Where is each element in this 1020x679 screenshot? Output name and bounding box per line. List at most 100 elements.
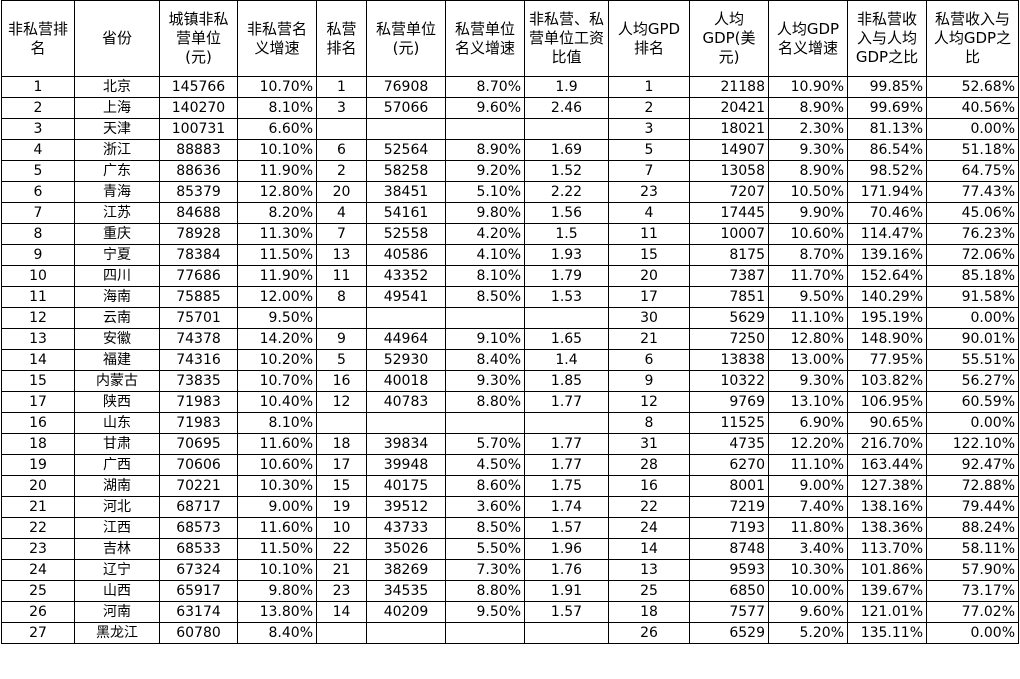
cell-wage-ratio[interactable]: 1.57 bbox=[524, 517, 609, 539]
cell-nonprivate-gdp-ratio[interactable]: 148.90% bbox=[847, 328, 927, 350]
cell-gdp-per-capita[interactable]: 7387 bbox=[689, 265, 769, 287]
cell-rank-private[interactable]: 8 bbox=[316, 286, 367, 308]
cell-nonprivate-wage[interactable]: 77686 bbox=[159, 265, 238, 287]
cell-gdp-growth[interactable]: 7.40% bbox=[768, 496, 848, 518]
cell-gdp-per-capita[interactable]: 9593 bbox=[689, 559, 769, 581]
cell-private-wage[interactable]: 49541 bbox=[366, 286, 446, 308]
cell-gdp-per-capita[interactable]: 7577 bbox=[689, 601, 769, 623]
cell-gdp-growth[interactable]: 11.10% bbox=[768, 307, 848, 329]
cell-gdp-per-capita[interactable]: 4735 bbox=[689, 433, 769, 455]
cell-wage-ratio[interactable] bbox=[524, 412, 609, 434]
cell-nonprivate-wage[interactable]: 63174 bbox=[159, 601, 238, 623]
cell-rank-private[interactable] bbox=[316, 307, 367, 329]
cell-private-gdp-ratio[interactable]: 0.00% bbox=[926, 307, 1019, 329]
cell-gdp-growth[interactable]: 10.60% bbox=[768, 223, 848, 245]
cell-rank-private[interactable]: 19 bbox=[316, 496, 367, 518]
cell-rank-nonprivate[interactable]: 9 bbox=[1, 244, 75, 266]
cell-gdp-rank[interactable]: 5 bbox=[608, 139, 690, 161]
cell-gdp-growth[interactable]: 11.70% bbox=[768, 265, 848, 287]
cell-rank-private[interactable] bbox=[316, 118, 367, 140]
cell-nonprivate-growth[interactable]: 8.40% bbox=[237, 622, 317, 644]
cell-gdp-growth[interactable]: 13.10% bbox=[768, 391, 848, 413]
cell-private-growth[interactable]: 8.90% bbox=[445, 139, 525, 161]
cell-province[interactable]: 青海 bbox=[74, 181, 160, 203]
cell-nonprivate-wage[interactable]: 68717 bbox=[159, 496, 238, 518]
cell-province[interactable]: 浙江 bbox=[74, 139, 160, 161]
cell-nonprivate-growth[interactable]: 11.50% bbox=[237, 538, 317, 560]
cell-private-wage[interactable]: 39834 bbox=[366, 433, 446, 455]
cell-private-growth[interactable]: 8.50% bbox=[445, 286, 525, 308]
cell-private-growth[interactable]: 4.50% bbox=[445, 454, 525, 476]
cell-private-wage[interactable]: 34535 bbox=[366, 580, 446, 602]
cell-gdp-rank[interactable]: 9 bbox=[608, 370, 690, 392]
cell-private-gdp-ratio[interactable]: 51.18% bbox=[926, 139, 1019, 161]
cell-wage-ratio[interactable]: 1.96 bbox=[524, 538, 609, 560]
cell-gdp-growth[interactable]: 13.00% bbox=[768, 349, 848, 371]
column-header-province[interactable]: 省份 bbox=[74, 0, 160, 77]
cell-private-gdp-ratio[interactable]: 88.24% bbox=[926, 517, 1019, 539]
cell-private-gdp-ratio[interactable]: 57.90% bbox=[926, 559, 1019, 581]
cell-gdp-per-capita[interactable]: 10322 bbox=[689, 370, 769, 392]
cell-rank-nonprivate[interactable]: 24 bbox=[1, 559, 75, 581]
cell-nonprivate-gdp-ratio[interactable]: 152.64% bbox=[847, 265, 927, 287]
cell-nonprivate-gdp-ratio[interactable]: 135.11% bbox=[847, 622, 927, 644]
cell-nonprivate-growth[interactable]: 10.70% bbox=[237, 76, 317, 98]
cell-wage-ratio[interactable]: 1.75 bbox=[524, 475, 609, 497]
cell-private-gdp-ratio[interactable]: 72.88% bbox=[926, 475, 1019, 497]
cell-gdp-rank[interactable]: 25 bbox=[608, 580, 690, 602]
cell-nonprivate-growth[interactable]: 6.60% bbox=[237, 118, 317, 140]
cell-gdp-rank[interactable]: 30 bbox=[608, 307, 690, 329]
cell-wage-ratio[interactable]: 1.5 bbox=[524, 223, 609, 245]
cell-province[interactable]: 宁夏 bbox=[74, 244, 160, 266]
cell-nonprivate-gdp-ratio[interactable]: 216.70% bbox=[847, 433, 927, 455]
column-header-nonprivate-growth[interactable]: 非私营名义增速 bbox=[237, 0, 317, 77]
cell-rank-private[interactable]: 13 bbox=[316, 244, 367, 266]
cell-wage-ratio[interactable]: 1.76 bbox=[524, 559, 609, 581]
cell-nonprivate-growth[interactable]: 12.00% bbox=[237, 286, 317, 308]
cell-nonprivate-wage[interactable]: 84688 bbox=[159, 202, 238, 224]
cell-private-gdp-ratio[interactable]: 77.02% bbox=[926, 601, 1019, 623]
cell-private-gdp-ratio[interactable]: 85.18% bbox=[926, 265, 1019, 287]
column-header-gdp-per-capita[interactable]: 人均GDP(美元) bbox=[689, 0, 769, 77]
cell-wage-ratio[interactable]: 1.52 bbox=[524, 160, 609, 182]
cell-private-gdp-ratio[interactable]: 0.00% bbox=[926, 622, 1019, 644]
cell-rank-nonprivate[interactable]: 8 bbox=[1, 223, 75, 245]
cell-nonprivate-gdp-ratio[interactable]: 99.85% bbox=[847, 76, 927, 98]
cell-nonprivate-gdp-ratio[interactable]: 138.36% bbox=[847, 517, 927, 539]
cell-private-growth[interactable]: 9.10% bbox=[445, 328, 525, 350]
cell-private-wage[interactable]: 52564 bbox=[366, 139, 446, 161]
cell-private-growth[interactable] bbox=[445, 118, 525, 140]
column-header-gdp-growth[interactable]: 人均GDP名义增速 bbox=[768, 0, 848, 77]
cell-nonprivate-gdp-ratio[interactable]: 138.16% bbox=[847, 496, 927, 518]
cell-gdp-rank[interactable]: 21 bbox=[608, 328, 690, 350]
cell-nonprivate-growth[interactable]: 8.10% bbox=[237, 412, 317, 434]
cell-nonprivate-growth[interactable]: 13.80% bbox=[237, 601, 317, 623]
cell-gdp-rank[interactable]: 13 bbox=[608, 559, 690, 581]
cell-gdp-growth[interactable]: 10.90% bbox=[768, 76, 848, 98]
cell-province[interactable]: 黑龙江 bbox=[74, 622, 160, 644]
cell-gdp-growth[interactable]: 9.00% bbox=[768, 475, 848, 497]
cell-private-wage[interactable]: 38269 bbox=[366, 559, 446, 581]
cell-private-growth[interactable]: 9.50% bbox=[445, 601, 525, 623]
cell-nonprivate-gdp-ratio[interactable]: 81.13% bbox=[847, 118, 927, 140]
cell-private-wage[interactable]: 35026 bbox=[366, 538, 446, 560]
cell-gdp-per-capita[interactable]: 14907 bbox=[689, 139, 769, 161]
cell-rank-private[interactable]: 23 bbox=[316, 580, 367, 602]
cell-wage-ratio[interactable]: 1.69 bbox=[524, 139, 609, 161]
cell-private-wage[interactable]: 43733 bbox=[366, 517, 446, 539]
cell-nonprivate-growth[interactable]: 8.20% bbox=[237, 202, 317, 224]
cell-private-wage[interactable]: 40018 bbox=[366, 370, 446, 392]
cell-nonprivate-wage[interactable]: 71983 bbox=[159, 391, 238, 413]
cell-nonprivate-gdp-ratio[interactable]: 127.38% bbox=[847, 475, 927, 497]
cell-rank-nonprivate[interactable]: 20 bbox=[1, 475, 75, 497]
cell-rank-private[interactable]: 12 bbox=[316, 391, 367, 413]
cell-private-wage[interactable]: 40586 bbox=[366, 244, 446, 266]
cell-private-growth[interactable]: 9.80% bbox=[445, 202, 525, 224]
cell-rank-nonprivate[interactable]: 7 bbox=[1, 202, 75, 224]
column-header-private-wage[interactable]: 私营单位(元) bbox=[366, 0, 446, 77]
cell-gdp-per-capita[interactable]: 7219 bbox=[689, 496, 769, 518]
cell-nonprivate-wage[interactable]: 73835 bbox=[159, 370, 238, 392]
cell-gdp-per-capita[interactable]: 6850 bbox=[689, 580, 769, 602]
cell-nonprivate-wage[interactable]: 71983 bbox=[159, 412, 238, 434]
cell-gdp-per-capita[interactable]: 11525 bbox=[689, 412, 769, 434]
